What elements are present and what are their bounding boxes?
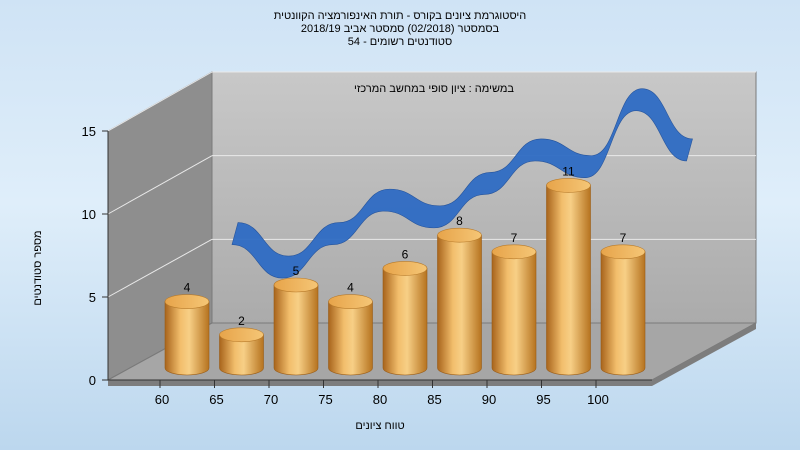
x-tick-label: 85 xyxy=(427,392,441,407)
bar-top xyxy=(491,244,537,260)
gridline-side xyxy=(107,71,213,132)
bar-top xyxy=(382,261,428,276)
bar-top xyxy=(219,327,264,343)
data-label: 2 xyxy=(238,314,245,328)
x-tick-label: 100 xyxy=(587,392,609,407)
data-label: 8 xyxy=(456,214,463,228)
bar-top xyxy=(600,244,646,260)
bar-body xyxy=(273,284,319,376)
bar xyxy=(600,244,646,376)
data-label: 4 xyxy=(347,281,354,295)
x-tick-label: 80 xyxy=(373,392,387,407)
bar-body xyxy=(328,301,373,376)
bar xyxy=(273,277,319,376)
bar xyxy=(164,294,210,376)
bar-body xyxy=(437,234,482,376)
bar-top xyxy=(273,277,319,293)
data-label: 7 xyxy=(620,231,627,245)
data-label: 11 xyxy=(562,164,575,178)
title-line-3: סטודנטים רשומים - 54 xyxy=(347,36,453,48)
bar xyxy=(437,227,482,376)
bar-top xyxy=(164,294,210,309)
bar-body xyxy=(600,251,646,376)
bar xyxy=(546,178,591,376)
x-tick-label: 70 xyxy=(264,392,278,407)
x-tick-label: 90 xyxy=(482,392,496,407)
y-tick-label: 0 xyxy=(89,373,96,388)
bar xyxy=(328,294,373,376)
bar-top xyxy=(328,294,373,309)
data-label: 5 xyxy=(293,264,300,278)
bar-body xyxy=(546,185,591,376)
bar-body xyxy=(382,268,428,376)
data-label: 4 xyxy=(184,281,191,295)
title-line-2: בסמסטר (02/2018) סמסטר אביב 2018/19 xyxy=(300,23,500,35)
bar-body xyxy=(219,334,264,376)
data-label: 7 xyxy=(511,231,518,245)
gridline-side xyxy=(107,155,213,215)
x-tick-label: 75 xyxy=(318,392,332,407)
trend-ribbon xyxy=(231,88,693,279)
bar xyxy=(491,244,537,376)
y-tick-label: 5 xyxy=(89,290,96,305)
bar-top xyxy=(437,227,482,243)
x-tick-label: 95 xyxy=(536,392,550,407)
bar xyxy=(219,327,264,376)
x-axis-title: טווח ציונים xyxy=(355,420,405,432)
x-tick-label: 60 xyxy=(155,392,169,407)
x-tick-label: 65 xyxy=(209,392,223,407)
y-axis-title: מספר סטודנטים xyxy=(32,230,44,306)
bar-top xyxy=(546,178,591,193)
y-tick-label: 10 xyxy=(82,207,96,222)
y-tick-label: 15 xyxy=(82,124,96,139)
data-label: 6 xyxy=(402,247,409,261)
gridline-side xyxy=(107,238,213,298)
title-line-1: היסטוגרמת ציונים בקורס - תורת האינפורמצי… xyxy=(273,10,527,22)
bar xyxy=(382,261,428,376)
chart-subtitle: במשימה : ציון סופי במחשב המרכזי xyxy=(354,83,514,95)
bar-body xyxy=(491,251,537,376)
bar-body xyxy=(164,301,210,376)
chart-title: היסטוגרמת ציונים בקורס - תורת האינפורמצי… xyxy=(0,10,800,49)
